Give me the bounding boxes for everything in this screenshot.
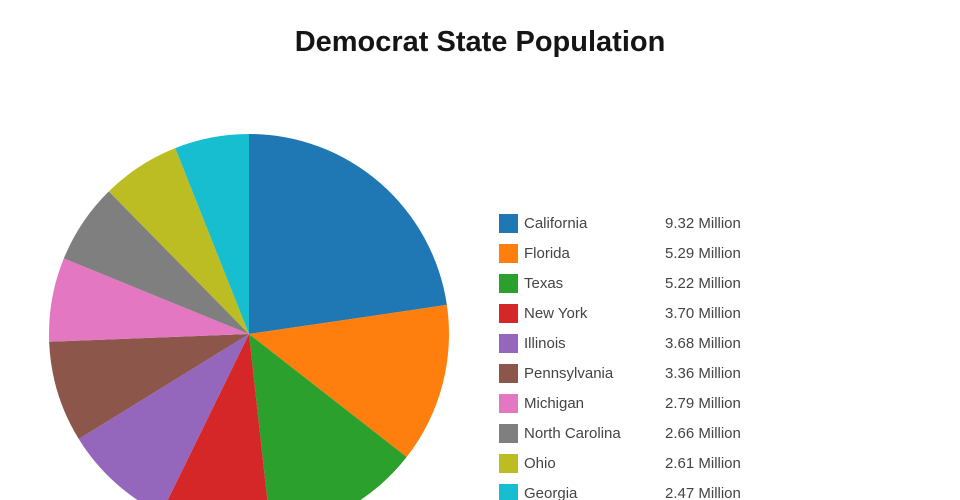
legend-item-georgia[interactable]: Georgia 2.47 Million [499,478,741,500]
legend-label: California [524,214,588,232]
legend-color-swatch [499,453,518,473]
legend-label: North Carolina [524,424,621,442]
pie-slice-north-carolina[interactable] [63,191,249,334]
legend-value: 2.79 Million [665,394,741,412]
legend-value: 2.61 Million [665,454,741,472]
pie-slice-texas[interactable] [249,334,407,500]
legend-color-swatch [499,273,518,293]
legend-item-new-york[interactable]: New York 3.70 Million [499,298,741,328]
legend-label: Texas [524,274,564,292]
legend-label: Florida [524,244,570,262]
legend-color-swatch [499,483,518,500]
legend-item-ohio[interactable]: Ohio 2.61 Million [499,448,741,478]
legend-label: Georgia [524,484,578,500]
legend: California 9.32 Million Florida 5.29 Millio… [499,208,741,500]
pie-slice-illinois[interactable] [78,334,249,500]
legend-color-swatch [499,393,518,413]
pie-slice-florida[interactable] [249,304,449,458]
legend-value: 5.22 Million [665,274,741,292]
legend-label: Ohio [524,454,556,472]
legend-color-swatch [499,333,518,353]
legend-label: Pennsylvania [524,364,614,382]
legend-value: 3.68 Million [665,334,741,352]
legend-color-swatch [499,423,518,443]
pie-slice-ohio[interactable] [108,148,249,334]
legend-item-north-carolina[interactable]: North Carolina 2.66 Million [499,418,741,448]
legend-value: 5.29 Million [665,244,741,262]
pie-chart [48,134,449,500]
legend-item-michigan[interactable]: Michigan 2.79 Million [499,388,741,418]
legend-value: 2.66 Million [665,424,741,442]
pie-slice-georgia[interactable] [175,134,249,334]
pie-slice-michigan[interactable] [48,258,249,342]
legend-item-california[interactable]: California 9.32 Million [499,208,741,238]
legend-item-florida[interactable]: Florida 5.29 Million [499,238,741,268]
pie-slice-new-york[interactable] [161,334,271,500]
legend-value: 9.32 Million [665,214,741,232]
legend-value: 2.47 Million [665,484,741,500]
legend-item-texas[interactable]: Texas 5.22 Million [499,268,741,298]
legend-color-swatch [499,243,518,263]
legend-item-pennsylvania[interactable]: Pennsylvania 3.36 Million [499,358,741,388]
chart-title: Democrat State Population [294,26,666,58]
legend-color-swatch [499,303,518,323]
legend-item-illinois[interactable]: Illinois 3.68 Million [499,328,741,358]
legend-value: 3.70 Million [665,304,741,322]
pie-slice-pennsylvania[interactable] [49,334,250,439]
legend-color-swatch [499,363,518,383]
legend-label: New York [524,304,588,322]
legend-value: 3.36 Million [665,364,741,382]
legend-color-swatch [499,213,518,233]
legend-label: Michigan [524,394,585,412]
legend-label: Illinois [524,334,566,352]
pie-slice-california[interactable] [249,134,447,334]
